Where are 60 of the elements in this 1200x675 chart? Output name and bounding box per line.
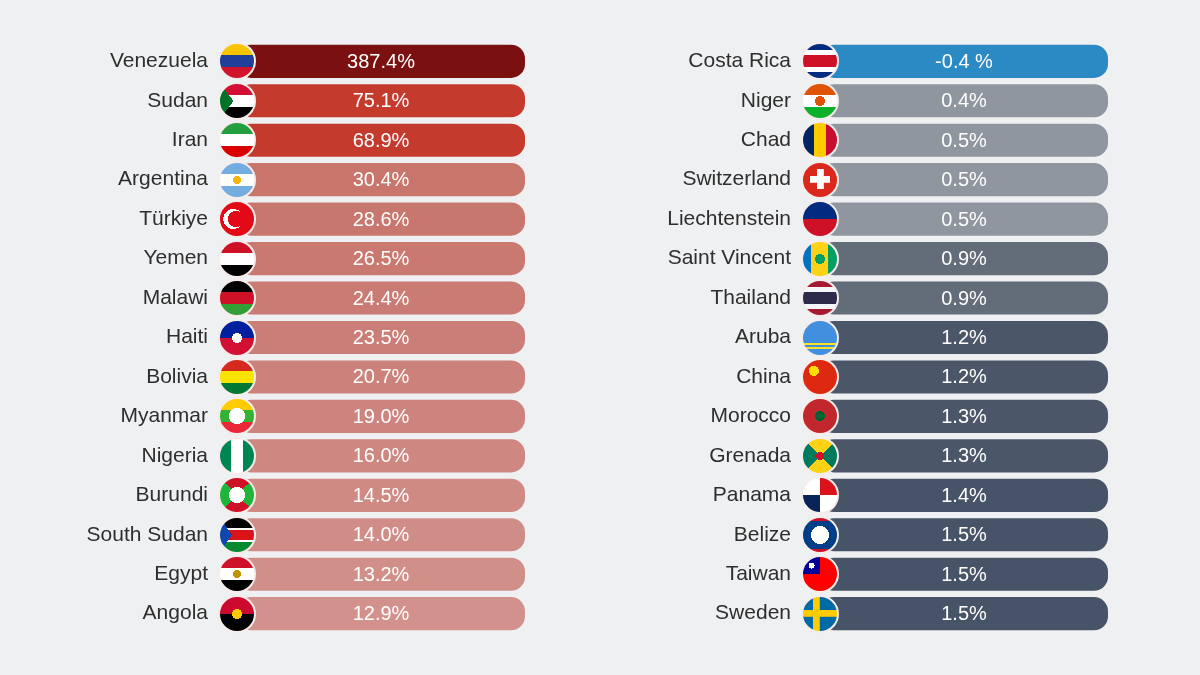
category-label: Belize	[733, 521, 791, 545]
category-label: Venezuela	[109, 48, 209, 72]
data-label: 23.5%	[352, 326, 410, 349]
category-label: Yemen	[143, 245, 208, 269]
data-label: 1.4%	[941, 483, 988, 506]
data-label: 1.3%	[941, 404, 988, 427]
data-label: 30.4%	[352, 168, 410, 191]
data-label: 14.0%	[352, 523, 410, 546]
category-label: Burundi	[135, 482, 208, 506]
data-label: 68.9%	[352, 128, 410, 151]
category-label: Taiwan	[725, 561, 791, 585]
category-label: Argentina	[118, 166, 209, 190]
data-label: 1.3%	[941, 444, 988, 467]
data-label: 28.6%	[352, 207, 410, 230]
data-label: 19.0%	[352, 404, 410, 427]
data-label: 1.5%	[941, 602, 988, 625]
category-label: Angola	[142, 600, 209, 624]
category-label: South Sudan	[86, 521, 208, 545]
category-label: Switzerland	[682, 166, 791, 190]
category-label: Chad	[740, 127, 791, 151]
category-label: Morocco	[710, 403, 791, 427]
data-label: 0.5%	[941, 168, 988, 191]
category-label: Nigeria	[141, 442, 209, 466]
category-label: Panama	[712, 482, 792, 506]
data-label: 1.2%	[941, 326, 988, 349]
data-label: 1.5%	[941, 523, 988, 546]
data-label: 26.5%	[352, 247, 410, 270]
category-label: Bolivia	[146, 363, 209, 387]
data-label: 0.5%	[941, 207, 988, 230]
data-label: 12.9%	[352, 602, 410, 625]
data-label: 1.5%	[941, 562, 988, 585]
category-label: Saint Vincent	[667, 245, 792, 269]
data-label: 20.7%	[352, 365, 410, 388]
category-label: Haiti	[165, 324, 208, 348]
category-label: Thailand	[710, 284, 791, 308]
category-label: Sudan	[147, 87, 208, 111]
data-label: 0.9%	[941, 286, 988, 309]
category-label: Malawi	[142, 284, 208, 308]
data-label: -0.4 %	[935, 49, 994, 72]
data-label: 14.5%	[352, 483, 410, 506]
data-label: 0.4%	[941, 89, 988, 112]
category-label: Niger	[740, 87, 791, 111]
category-label: Liechtenstein	[667, 205, 791, 229]
data-label: 24.4%	[352, 286, 410, 309]
data-label: 75.1%	[352, 89, 410, 112]
data-label: 16.0%	[352, 444, 410, 467]
data-label: 13.2%	[352, 562, 410, 585]
data-label: 387.4%	[347, 49, 416, 72]
data-label: 0.5%	[941, 128, 988, 151]
category-label: Costa Rica	[688, 48, 792, 72]
category-label: Myanmar	[120, 403, 208, 427]
data-label: 0.9%	[941, 247, 988, 270]
category-label: Aruba	[734, 324, 792, 348]
category-label: Grenada	[709, 442, 792, 466]
category-label: Iran	[171, 127, 208, 151]
category-label: Sweden	[715, 600, 791, 624]
category-label: Egypt	[154, 561, 209, 585]
data-label: 1.2%	[941, 365, 988, 388]
category-label: China	[736, 363, 792, 387]
category-label: Türkiye	[139, 205, 208, 229]
